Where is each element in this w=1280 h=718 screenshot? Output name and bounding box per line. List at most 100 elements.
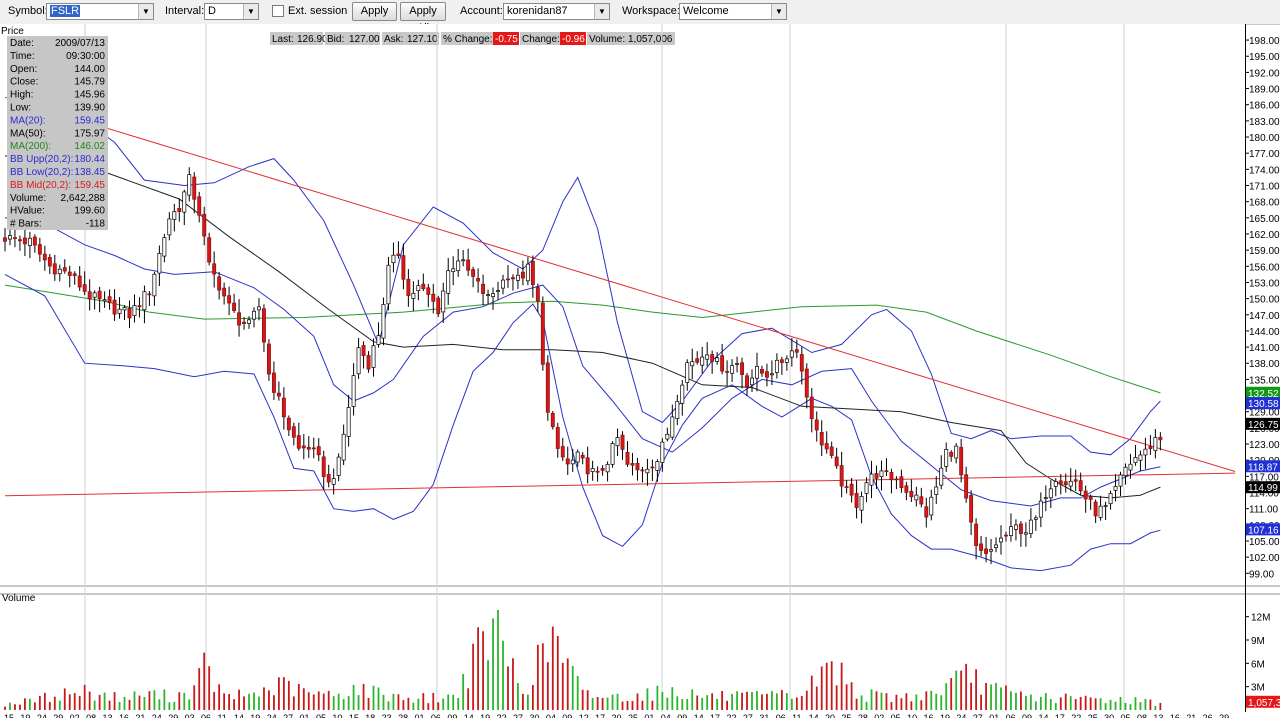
candle[interactable] [436,295,441,317]
candle[interactable] [944,442,949,472]
candle[interactable] [82,271,87,296]
candle[interactable] [1133,445,1138,466]
candle[interactable] [336,453,341,482]
candle[interactable] [107,289,112,310]
candle[interactable] [346,394,351,447]
candle[interactable] [486,289,491,305]
candle[interactable] [745,373,749,396]
candle[interactable] [396,241,401,259]
candle[interactable] [281,387,286,430]
candle[interactable] [760,365,764,377]
candle[interactable] [969,490,974,536]
candle[interactable] [854,480,859,519]
candle[interactable] [147,291,152,306]
candle[interactable] [271,361,276,400]
candle[interactable] [466,248,471,276]
candle[interactable] [764,363,769,387]
candle[interactable] [276,381,281,401]
candle[interactable] [1098,495,1103,521]
candle[interactable] [431,283,436,314]
candle[interactable] [87,279,92,311]
candle[interactable] [725,360,730,386]
candle[interactable] [635,457,640,481]
candle[interactable] [266,339,271,381]
candle[interactable] [421,273,426,292]
candle[interactable] [590,460,595,481]
candle[interactable] [1033,515,1038,531]
interval-value[interactable]: D [208,5,216,17]
candle[interactable] [62,259,67,274]
candle[interactable] [844,480,849,494]
candle[interactable] [1009,513,1013,542]
candle[interactable] [535,283,540,313]
chevron-down-icon[interactable]: ▼ [594,4,609,19]
candle[interactable] [949,450,954,462]
candle[interactable] [1018,521,1023,547]
candle[interactable] [809,388,814,433]
candle[interactable] [222,282,227,305]
candle[interactable] [730,359,735,382]
candle[interactable] [112,289,117,321]
candle[interactable] [705,342,710,367]
candle[interactable] [580,452,585,465]
candle[interactable] [217,271,222,300]
workspace-value[interactable]: Welcome [683,5,729,17]
candle[interactable] [416,279,421,301]
candle[interactable] [710,350,715,374]
candle[interactable] [575,449,580,467]
candle[interactable] [515,267,520,289]
candle[interactable] [177,198,182,222]
candle[interactable] [192,172,197,214]
candle[interactable] [366,351,371,373]
workspace-combo[interactable]: Welcome ▼ [679,3,787,20]
symbol-combo[interactable]: FSLR ▼ [46,3,154,20]
candle[interactable] [874,465,879,489]
candle[interactable] [32,234,37,253]
candle[interactable] [799,346,804,385]
candle[interactable] [152,271,157,306]
candle[interactable] [675,394,680,426]
candle[interactable] [954,443,959,464]
candle[interactable] [784,355,789,371]
candle[interactable] [914,486,919,507]
candle[interactable] [311,437,316,459]
candle[interactable] [630,452,635,476]
account-combo[interactable]: korenidan87 ▼ [503,3,610,20]
interval-combo[interactable]: D ▼ [204,3,259,20]
candle[interactable] [655,459,660,482]
candle[interactable] [1128,453,1133,479]
candle[interactable] [22,229,27,256]
candle[interactable] [506,265,510,288]
candle[interactable] [555,422,560,458]
candle[interactable] [286,415,291,437]
candle[interactable] [520,260,525,286]
candle[interactable] [650,459,655,481]
candle[interactable] [979,536,984,557]
candle[interactable] [640,466,645,483]
candle[interactable] [789,338,794,367]
candle[interactable] [904,482,909,501]
candle[interactable] [296,422,301,451]
candle[interactable] [316,438,321,462]
candle[interactable] [207,232,212,266]
volume-plot-area[interactable] [0,594,1245,712]
candle[interactable] [341,424,346,466]
candle[interactable] [615,428,620,456]
candle[interactable] [451,256,456,286]
candle[interactable] [909,479,914,503]
candle[interactable] [600,465,605,476]
candle[interactable] [262,304,266,353]
candle[interactable] [879,460,884,491]
candle[interactable] [889,468,894,494]
candle[interactable] [1063,473,1068,493]
candle[interactable] [1073,469,1078,491]
chevron-down-icon[interactable]: ▼ [771,4,786,19]
candle[interactable] [162,233,167,263]
candle[interactable] [37,237,42,262]
candle[interactable] [57,264,62,282]
candle[interactable] [406,269,411,307]
candle[interactable] [351,363,356,416]
candle[interactable] [52,254,57,281]
candle[interactable] [964,466,969,503]
candle[interactable] [814,411,819,442]
